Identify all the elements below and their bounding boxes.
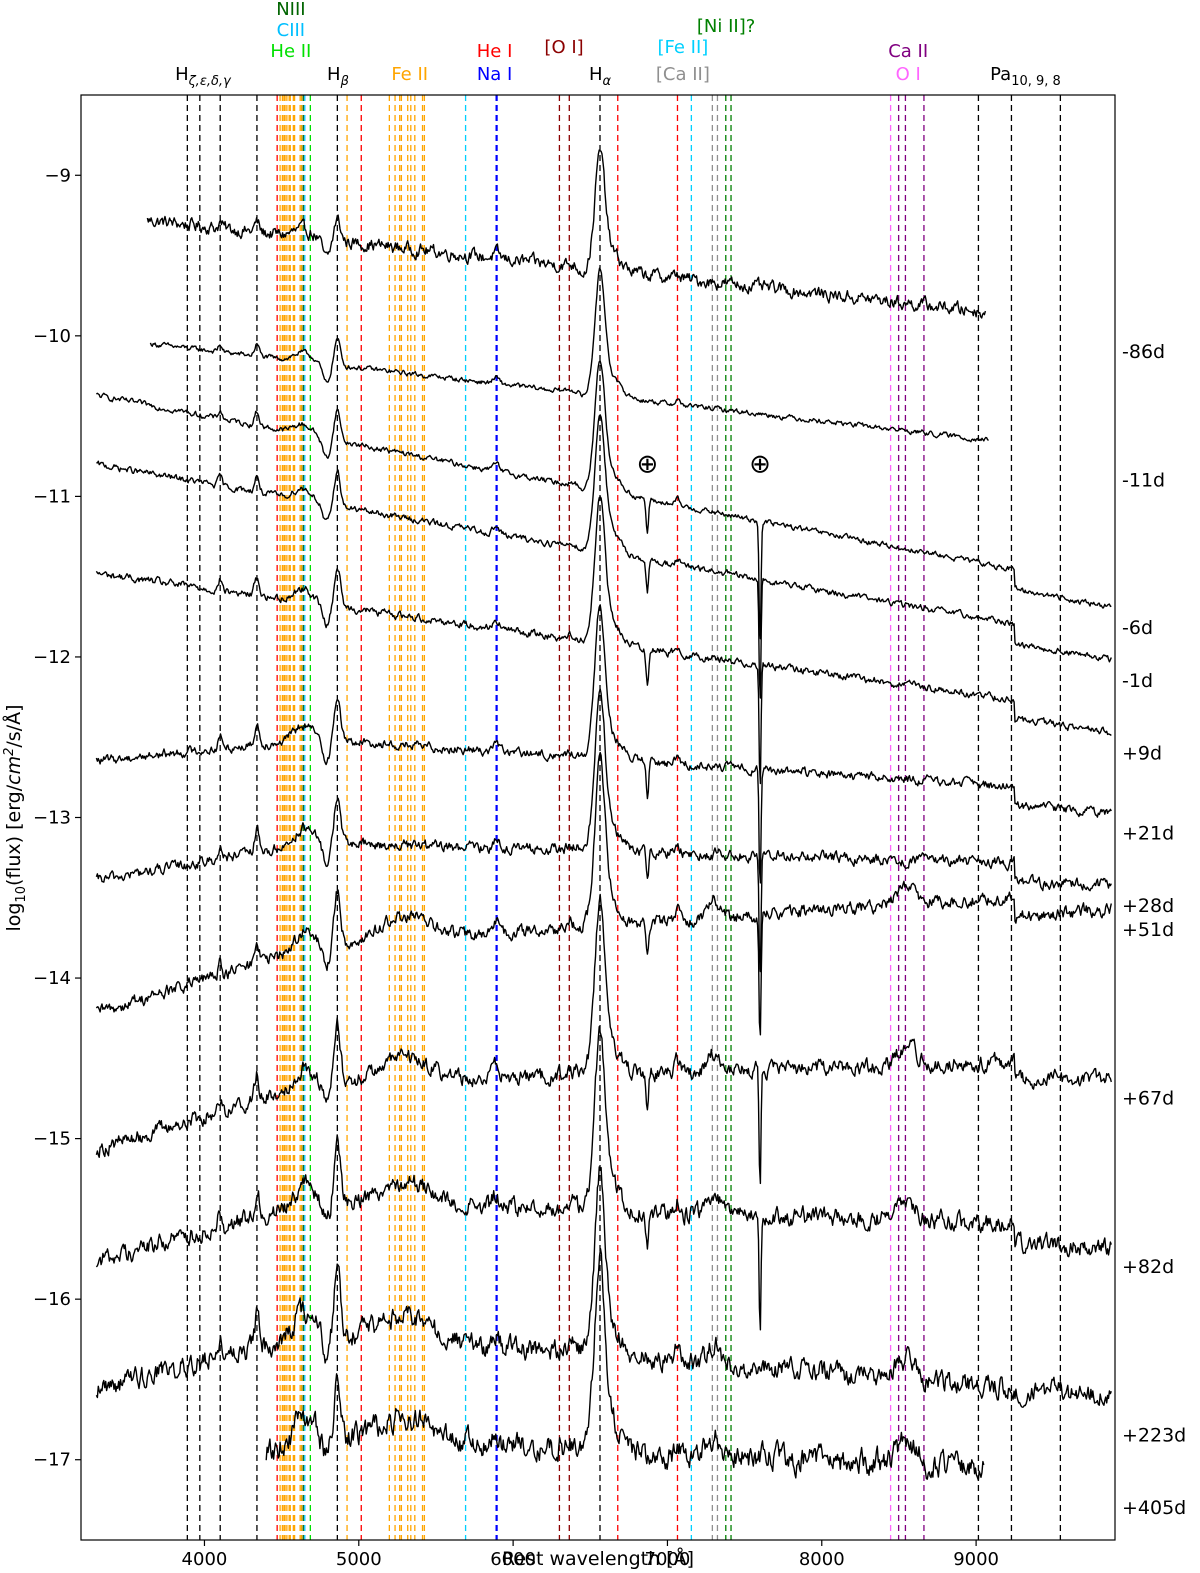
line-label-8: [O I]: [544, 37, 583, 58]
x-tick-label-3: 7000: [645, 1549, 691, 1570]
epoch-label-10: +223d: [1122, 1425, 1186, 1447]
spectrum-+67d: [95, 893, 1112, 1185]
line-label-6: He I: [477, 41, 513, 62]
epoch-label-7: +51d: [1122, 919, 1174, 941]
y-tick-label-8: −17: [33, 1450, 71, 1471]
y-tick-label-1: −10: [33, 326, 71, 347]
line-label-15: Pa10, 9, 8: [990, 64, 1061, 89]
x-axis-ticks: 4000 5000 6000 7000 8000 9000: [182, 1540, 999, 1570]
x-tick-label-0: 4000: [182, 1549, 228, 1570]
y-axis-title: log10(flux) [erg/cm2/s/Å]: [2, 704, 29, 931]
line-label-5: Fe II: [391, 64, 428, 85]
x-tick-label-1: 5000: [336, 1549, 382, 1570]
spectral-line-markers: [186, 95, 1062, 1540]
epoch-label-8: +67d: [1122, 1087, 1174, 1109]
epoch-label-6: +28d: [1122, 895, 1174, 917]
y-axis-title-sup: 2: [2, 748, 17, 756]
line-label-3: He II: [270, 41, 311, 62]
spectrum-+223d: [95, 1166, 1112, 1408]
spectrum--11d: [149, 267, 989, 443]
y-axis-ticks: −9 −10 −11 −12 −13 −14 −15 −16 −17: [33, 165, 81, 1471]
y-tick-label-2: −11: [33, 486, 71, 507]
line-label-1: NIII: [276, 0, 305, 20]
epoch-label-11: +405d: [1122, 1497, 1186, 1519]
x-axis-title: Rest wavelength [Å]: [502, 1547, 694, 1570]
x-tick-label-5: 9000: [953, 1549, 999, 1570]
spectra-series: [95, 149, 1112, 1481]
line-label-13: Ca II: [888, 41, 928, 62]
y-tick-label-0: −9: [44, 165, 71, 186]
spectrum--6d: [95, 360, 1112, 640]
y-axis-title-rest: (flux) [erg/: [3, 784, 25, 886]
telluric-markers: ⊕ ⊕: [636, 449, 770, 479]
epoch-label-9: +82d: [1122, 1256, 1174, 1278]
y-tick-label-4: −13: [33, 808, 71, 829]
line-label-12: [Ca II]: [656, 64, 710, 85]
line-label-2: CIII: [277, 20, 306, 41]
y-tick-label-7: −16: [33, 1289, 71, 1310]
spectrum--1d: [96, 414, 1112, 699]
spectrum-+21d: [95, 604, 1112, 884]
telluric-mark-0: ⊕: [636, 449, 658, 479]
spectrum-+82d: [95, 1026, 1112, 1331]
spectrum--86d: [146, 149, 987, 319]
spectrum-+9d: [95, 496, 1112, 785]
line-label-10: [Fe II]: [657, 37, 708, 58]
spectrum-+51d: [95, 751, 1112, 1036]
line-label-4: Hβ: [327, 64, 349, 89]
y-tick-label-6: −15: [33, 1129, 71, 1150]
x-tick-label-2: 6000: [490, 1549, 536, 1570]
telluric-mark-1: ⊕: [749, 449, 771, 479]
spectrum-+28d: [95, 688, 1112, 973]
epoch-label-1: -11d: [1122, 469, 1165, 491]
y-tick-label-5: −14: [33, 968, 71, 989]
line-label-14: O I: [896, 64, 921, 85]
y-tick-label-3: −12: [33, 647, 71, 668]
epoch-labels: -86d -11d -6d -1d +9d +21d +28d+51d +67d +82d +22…: [1122, 341, 1186, 1519]
epoch-label-2: -6d: [1122, 617, 1153, 639]
y-axis-title-unit: cm: [3, 756, 25, 785]
epoch-label-0: -86d: [1122, 341, 1165, 363]
epoch-label-3: -1d: [1122, 670, 1153, 692]
epoch-label-5: +21d: [1122, 823, 1174, 845]
spectrum-+405d: [265, 1248, 985, 1481]
line-label-7: Na I: [477, 64, 513, 85]
line-label-0: Hζ,ε,δ,γ: [175, 64, 232, 89]
y-axis-title-sub: 10: [14, 886, 29, 903]
epoch-label-4: +9d: [1122, 742, 1162, 764]
line-label-11: [Ni II]?: [697, 16, 755, 37]
line-label-9: Hα: [589, 64, 612, 89]
x-tick-label-4: 8000: [799, 1549, 845, 1570]
y-axis-title-end: /s/Å]: [2, 704, 25, 747]
